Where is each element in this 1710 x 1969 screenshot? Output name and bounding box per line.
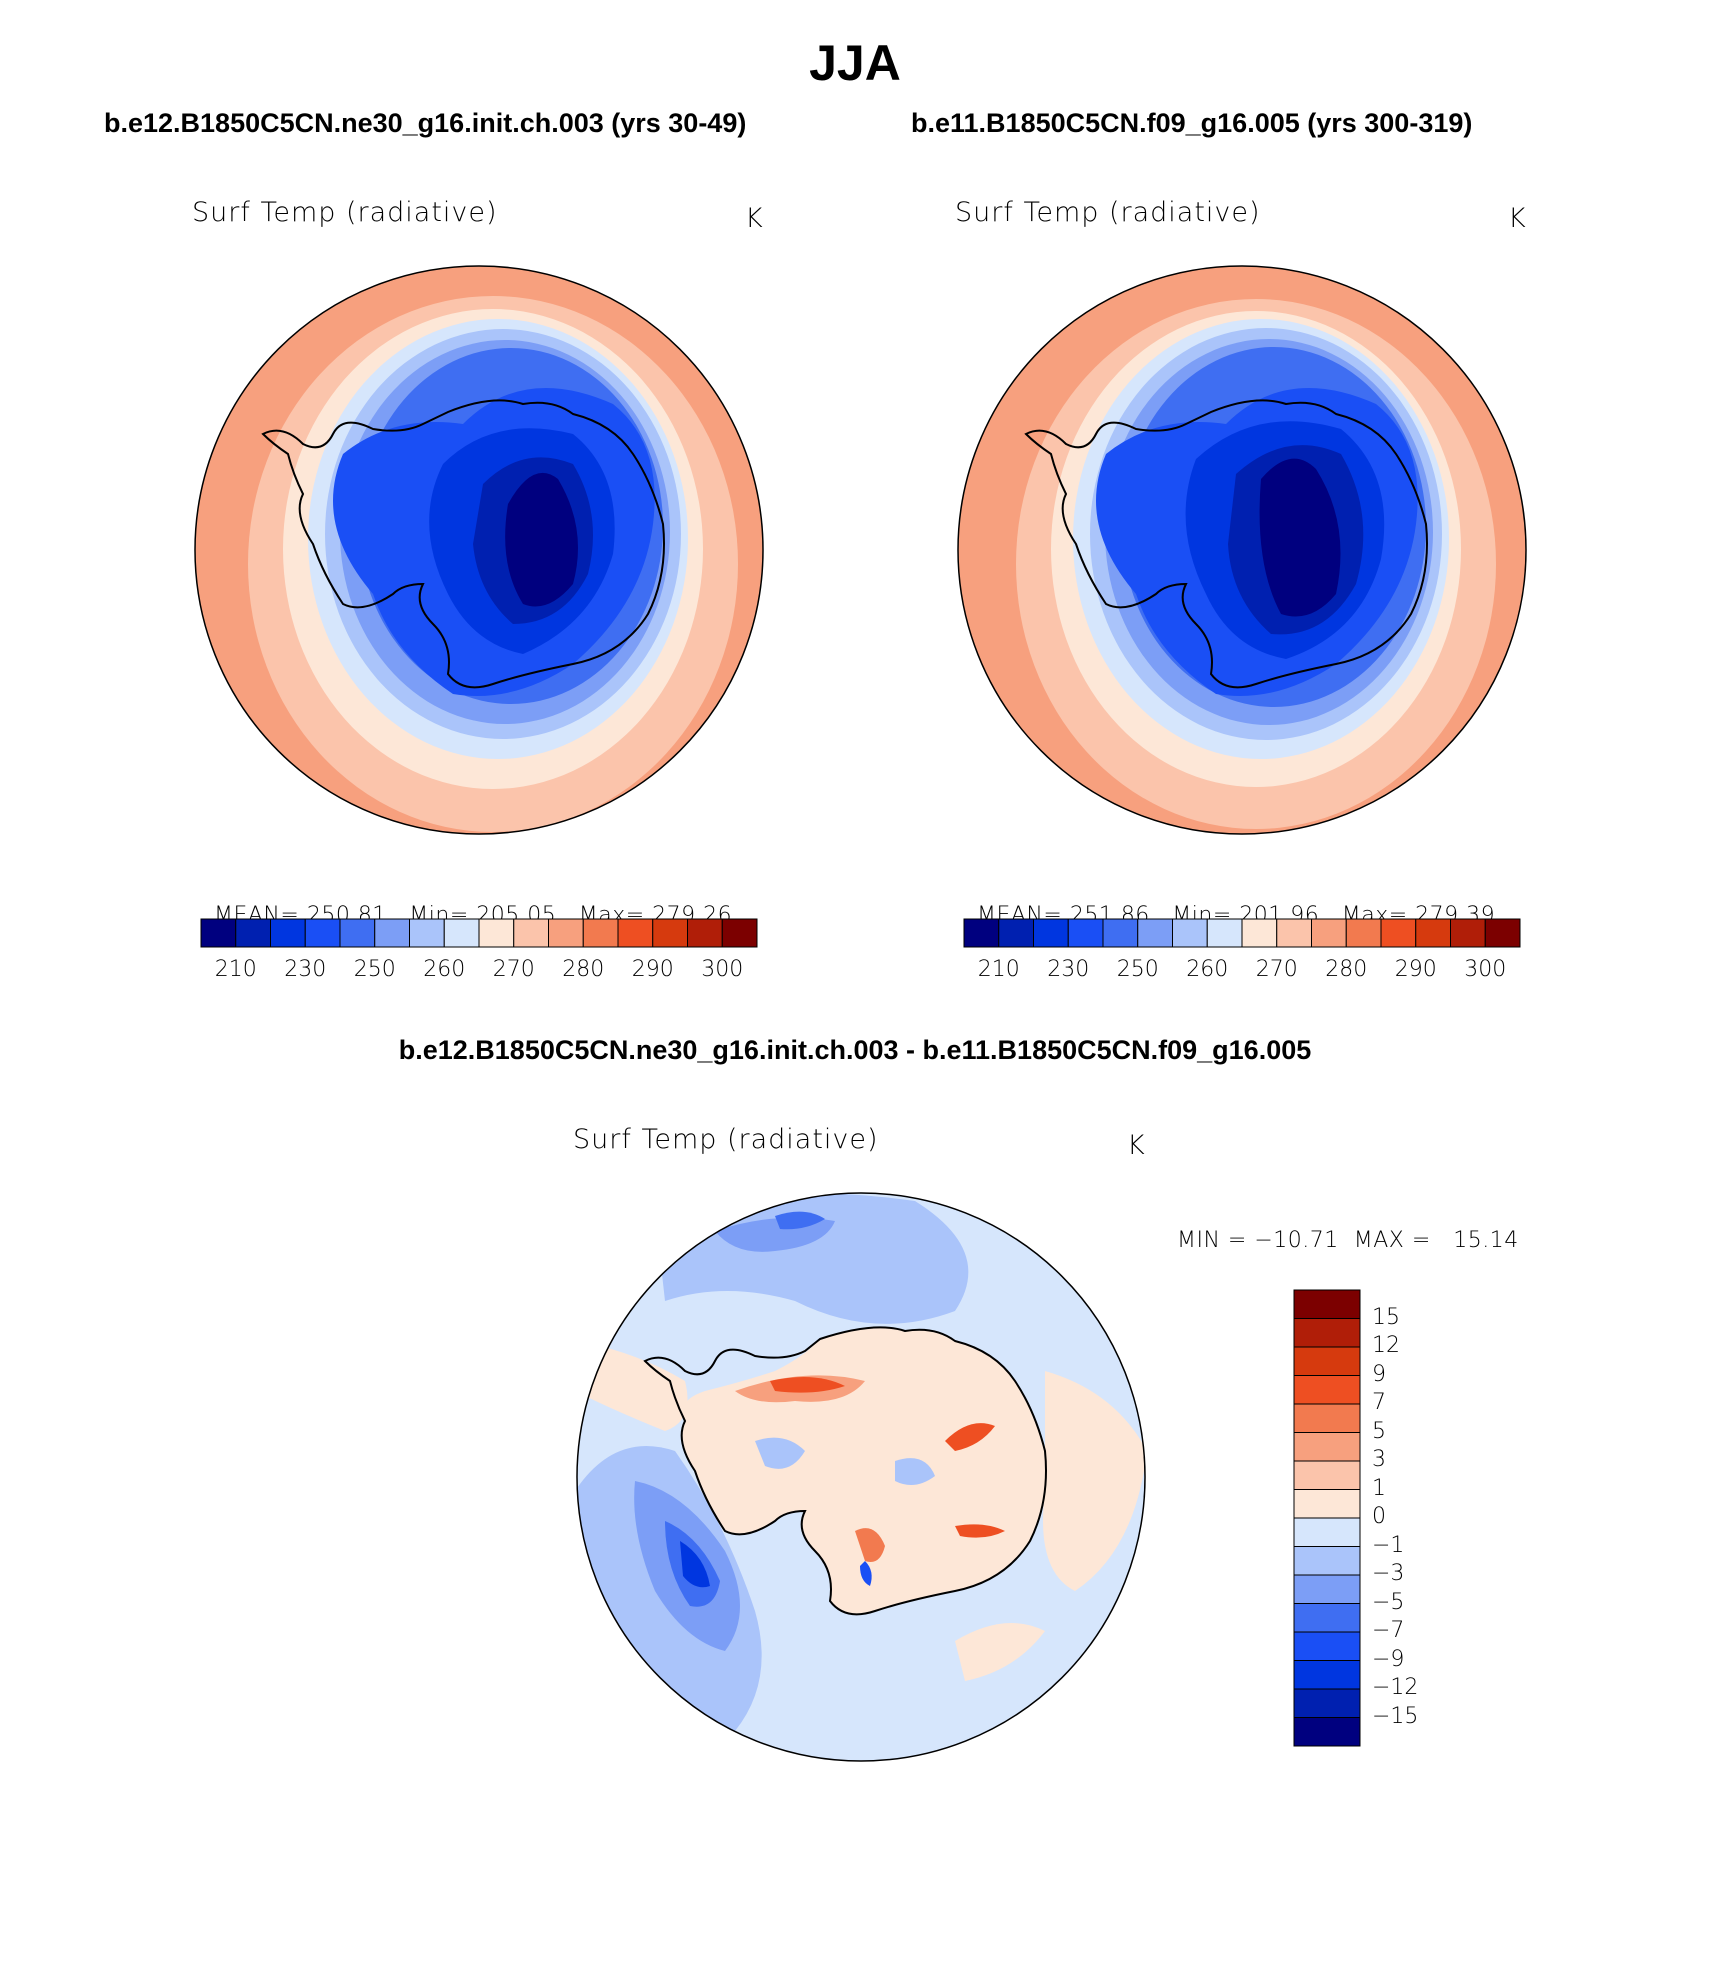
colorbar-tick-label: 250 — [353, 957, 396, 982]
diff-colorbar-swatch — [1293, 1489, 1361, 1519]
colorbar-swatch — [270, 918, 306, 948]
colorbar-swatch — [1311, 918, 1347, 948]
colorbar-swatch — [1345, 918, 1382, 948]
diff-colorbar-tick-label: −15 — [1372, 1703, 1419, 1729]
colorbar-swatch — [721, 918, 758, 948]
colorbar-tick-label: 270 — [492, 957, 535, 982]
diff-colorbar-swatch — [1293, 1375, 1361, 1405]
colorbar-swatch — [1102, 918, 1139, 948]
diff-colorbar-tick-label: 5 — [1372, 1418, 1386, 1444]
colorbar-swatch — [652, 918, 688, 948]
colorbar-swatch — [998, 918, 1034, 948]
colorbar-tick-label: 300 — [1464, 957, 1507, 982]
panel-1-colorbar-ticks: 210 230 250 260 270 280 290 300 — [201, 957, 757, 987]
panel-2-colorbar-ticks: 210 230 250 260 270 280 290 300 — [964, 957, 1520, 987]
diff-colorbar-swatch — [1293, 1318, 1361, 1348]
panel-1-field-label: Surf Temp (radiative) — [192, 197, 498, 228]
colorbar-swatch — [374, 918, 410, 948]
colorbar-swatch — [478, 918, 515, 948]
colorbar-swatch — [513, 918, 549, 948]
colorbar-swatch — [304, 918, 341, 948]
colorbar-swatch — [582, 918, 619, 948]
colorbar-tick-label: 290 — [631, 957, 674, 982]
panel-1-colorbar — [200, 918, 758, 948]
colorbar-swatch — [1241, 918, 1278, 948]
colorbar-swatch — [963, 918, 1000, 948]
colorbar-tick-label: 260 — [1186, 957, 1229, 982]
diff-colorbar-swatch — [1293, 1346, 1361, 1376]
colorbar-tick-label: 260 — [423, 957, 466, 982]
diff-colorbar-swatch — [1293, 1574, 1361, 1604]
colorbar-swatch — [235, 918, 271, 948]
panel-1-map — [194, 265, 764, 835]
diff-colorbar-tick-label: −1 — [1372, 1532, 1405, 1558]
diff-colorbar-tick-label: 15 — [1372, 1304, 1400, 1330]
panel-2-map — [957, 265, 1527, 835]
diff-case-title: b.e12.B1850C5CN.ne30_g16.init.ch.003 - b… — [398, 1035, 1312, 1065]
colorbar-tick-label: 210 — [977, 957, 1020, 982]
colorbar-swatch — [1172, 918, 1208, 948]
colorbar-swatch — [1450, 918, 1486, 948]
colorbar-swatch — [200, 918, 237, 948]
panel-1-units: K — [745, 203, 764, 234]
diff-colorbar-tick-label: −7 — [1372, 1618, 1405, 1643]
colorbar-swatch — [1380, 918, 1417, 948]
colorbar-tick-label: 280 — [1325, 957, 1368, 982]
panel-1-case-title: b.e12.B1850C5CN.ne30_g16.init.ch.003 (yr… — [104, 108, 747, 138]
colorbar-tick-label: 290 — [1394, 957, 1437, 982]
colorbar-swatch — [617, 918, 654, 948]
colorbar-swatch — [687, 918, 723, 948]
colorbar-tick-label: 300 — [701, 957, 744, 982]
colorbar-swatch — [1276, 918, 1312, 948]
colorbar-swatch — [1484, 918, 1521, 948]
diff-colorbar-tick-label: −3 — [1372, 1561, 1405, 1586]
diff-colorbar-swatch — [1293, 1688, 1361, 1718]
diff-colorbar-tick-label: 9 — [1372, 1361, 1386, 1387]
colorbar-swatch — [1137, 918, 1173, 948]
colorbar-swatch — [1067, 918, 1104, 948]
diff-colorbar-swatch — [1293, 1717, 1361, 1747]
colorbar-tick-label: 250 — [1116, 957, 1159, 982]
diff-colorbar-tick-label: 1 — [1372, 1475, 1386, 1501]
diff-colorbar-swatch — [1293, 1403, 1361, 1433]
colorbar-swatch — [339, 918, 376, 948]
diff-colorbar-tick-label: 0 — [1372, 1504, 1386, 1529]
diff-units: K — [1127, 1130, 1146, 1161]
colorbar-swatch — [548, 918, 584, 948]
diff-colorbar-swatch — [1293, 1432, 1361, 1462]
colorbar-tick-label: 230 — [284, 957, 327, 982]
diff-minmax: MIN = −10.71 MAX = 15.14 — [1177, 1228, 1519, 1253]
colorbar-tick-label: 230 — [1047, 957, 1090, 982]
colorbar-tick-label: 210 — [214, 957, 257, 982]
colorbar-swatch — [1033, 918, 1069, 948]
colorbar-tick-label: 280 — [562, 957, 605, 982]
diff-colorbar-swatch — [1293, 1460, 1361, 1490]
panel-2-units: K — [1508, 203, 1527, 234]
diff-colorbar-tick-label: −12 — [1372, 1675, 1419, 1700]
diff-colorbar-swatch — [1293, 1517, 1361, 1547]
diff-colorbar-swatch — [1293, 1603, 1361, 1633]
colorbar-swatch — [1415, 918, 1451, 948]
figure-title: JJA — [809, 35, 901, 91]
colorbar-tick-label: 270 — [1255, 957, 1298, 982]
colorbar-swatch — [443, 918, 480, 948]
diff-colorbar-ticks: 15 12 9 7 5 3 1 0 −1 −3 −5 −7 −9 −12 −15 — [1372, 1290, 1492, 1746]
diff-colorbar-swatch — [1293, 1289, 1361, 1319]
panel-2-field-label: Surf Temp (radiative) — [955, 197, 1261, 228]
diff-map — [576, 1192, 1146, 1762]
diff-colorbar-tick-label: −9 — [1372, 1646, 1405, 1672]
diff-colorbar — [1293, 1289, 1361, 1747]
diff-colorbar-tick-label: 12 — [1372, 1333, 1400, 1358]
diff-colorbar-swatch — [1293, 1660, 1361, 1690]
panel-2-colorbar — [963, 918, 1521, 948]
diff-field-label: Surf Temp (radiative) — [573, 1124, 879, 1155]
diff-colorbar-swatch — [1293, 1631, 1361, 1661]
diff-colorbar-tick-label: −5 — [1372, 1589, 1405, 1615]
panel-2-case-title: b.e11.B1850C5CN.f09_g16.005 (yrs 300-319… — [911, 108, 1473, 138]
diff-colorbar-tick-label: 3 — [1372, 1447, 1386, 1472]
diff-colorbar-tick-label: 7 — [1372, 1390, 1386, 1415]
diff-colorbar-swatch — [1293, 1546, 1361, 1576]
colorbar-swatch — [409, 918, 445, 948]
colorbar-swatch — [1206, 918, 1243, 948]
